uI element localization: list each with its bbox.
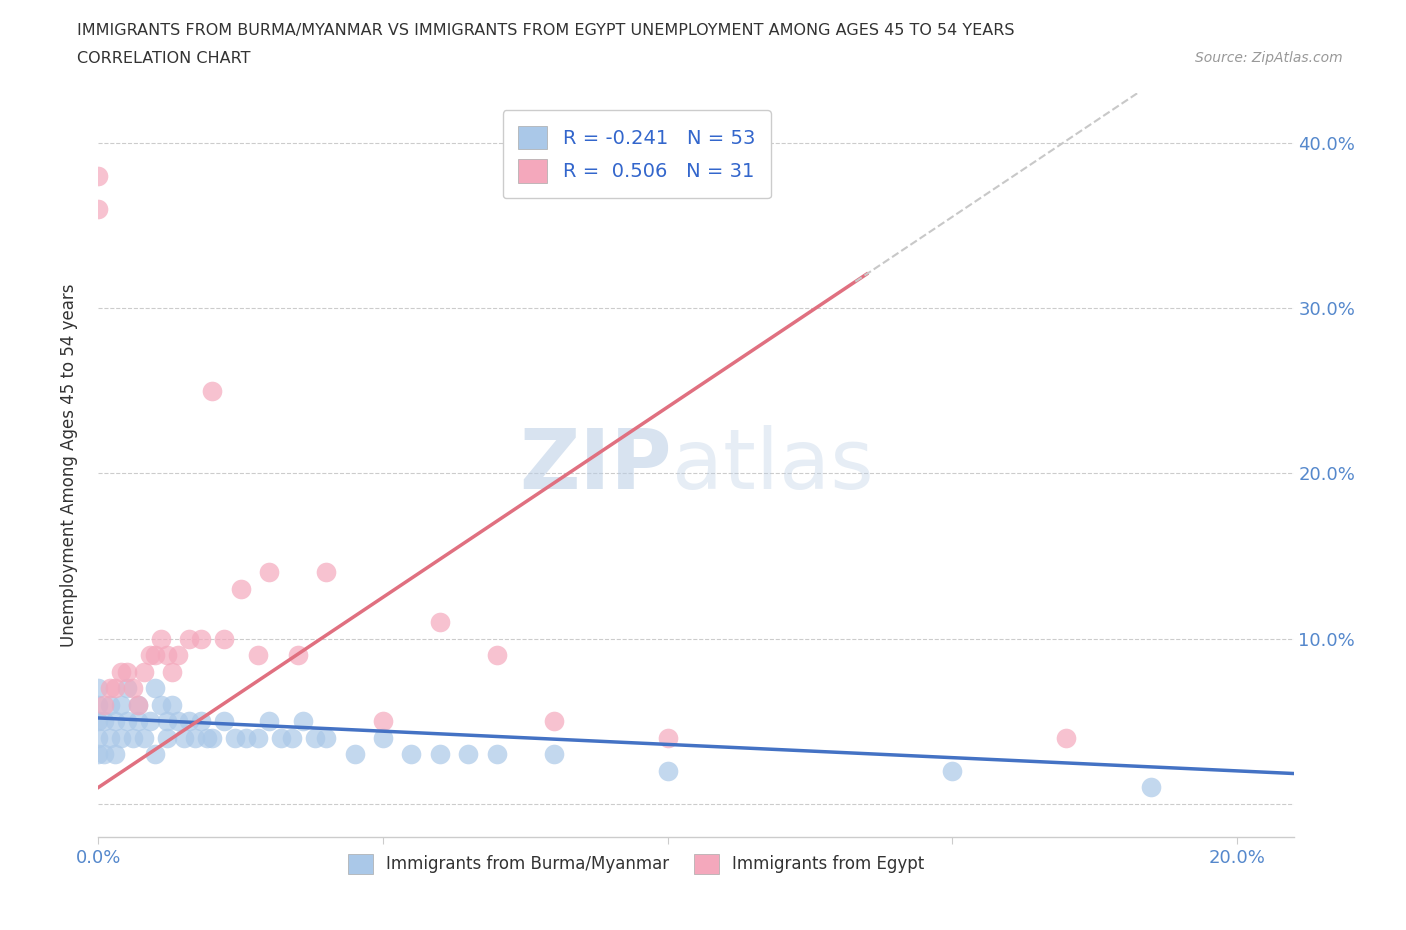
Point <box>212 714 235 729</box>
Point <box>287 647 309 662</box>
Point <box>132 664 155 679</box>
Point <box>98 681 121 696</box>
Y-axis label: Unemployment Among Ages 45 to 54 years: Unemployment Among Ages 45 to 54 years <box>59 284 77 646</box>
Point <box>143 747 166 762</box>
Point <box>98 730 121 745</box>
Point <box>127 698 149 712</box>
Point <box>229 581 252 596</box>
Point <box>195 730 218 745</box>
Point <box>104 714 127 729</box>
Point <box>941 764 963 778</box>
Point <box>87 747 110 762</box>
Point <box>657 764 679 778</box>
Point <box>162 664 184 679</box>
Point <box>1140 780 1163 795</box>
Point <box>543 747 565 762</box>
Point <box>212 631 235 646</box>
Point <box>110 698 132 712</box>
Point <box>150 631 173 646</box>
Text: atlas: atlas <box>672 424 873 506</box>
Point <box>93 698 115 712</box>
Point <box>87 681 110 696</box>
Point <box>143 681 166 696</box>
Text: Source: ZipAtlas.com: Source: ZipAtlas.com <box>1195 51 1343 65</box>
Point <box>429 615 451 630</box>
Point <box>371 714 394 729</box>
Point <box>246 647 269 662</box>
Point <box>150 698 173 712</box>
Point <box>485 647 508 662</box>
Point <box>257 565 280 580</box>
Point <box>246 730 269 745</box>
Text: ZIP: ZIP <box>520 424 672 506</box>
Point <box>156 714 179 729</box>
Point <box>270 730 292 745</box>
Point <box>485 747 508 762</box>
Text: IMMIGRANTS FROM BURMA/MYANMAR VS IMMIGRANTS FROM EGYPT UNEMPLOYMENT AMONG AGES 4: IMMIGRANTS FROM BURMA/MYANMAR VS IMMIGRA… <box>77 23 1015 38</box>
Point <box>179 714 201 729</box>
Point <box>87 168 110 183</box>
Point <box>138 714 160 729</box>
Point <box>657 730 679 745</box>
Point <box>132 730 155 745</box>
Point <box>371 730 394 745</box>
Point <box>224 730 246 745</box>
Point <box>156 730 179 745</box>
Point <box>93 747 115 762</box>
Point <box>315 730 337 745</box>
Point <box>201 730 224 745</box>
Point <box>292 714 315 729</box>
Point <box>190 714 212 729</box>
Text: CORRELATION CHART: CORRELATION CHART <box>77 51 250 66</box>
Point <box>167 647 190 662</box>
Point <box>115 664 138 679</box>
Point <box>104 747 127 762</box>
Legend: Immigrants from Burma/Myanmar, Immigrants from Egypt: Immigrants from Burma/Myanmar, Immigrant… <box>342 847 931 881</box>
Point <box>115 681 138 696</box>
Point <box>401 747 423 762</box>
Point <box>121 730 143 745</box>
Point <box>429 747 451 762</box>
Point <box>87 201 110 216</box>
Point <box>343 747 366 762</box>
Point <box>87 698 110 712</box>
Point <box>127 698 149 712</box>
Point <box>184 730 207 745</box>
Point <box>457 747 479 762</box>
Point <box>110 730 132 745</box>
Point <box>98 698 121 712</box>
Point <box>543 714 565 729</box>
Point <box>179 631 201 646</box>
Point <box>162 698 184 712</box>
Point <box>1054 730 1077 745</box>
Point <box>87 730 110 745</box>
Point <box>115 714 138 729</box>
Point <box>127 714 149 729</box>
Point <box>315 565 337 580</box>
Point <box>138 647 160 662</box>
Point <box>304 730 326 745</box>
Point <box>156 647 179 662</box>
Point <box>93 714 115 729</box>
Point <box>173 730 195 745</box>
Point <box>257 714 280 729</box>
Point <box>143 647 166 662</box>
Point <box>110 664 132 679</box>
Point <box>104 681 127 696</box>
Point <box>121 681 143 696</box>
Point <box>281 730 304 745</box>
Point <box>235 730 257 745</box>
Point <box>87 714 110 729</box>
Point <box>201 383 224 398</box>
Point <box>190 631 212 646</box>
Point <box>167 714 190 729</box>
